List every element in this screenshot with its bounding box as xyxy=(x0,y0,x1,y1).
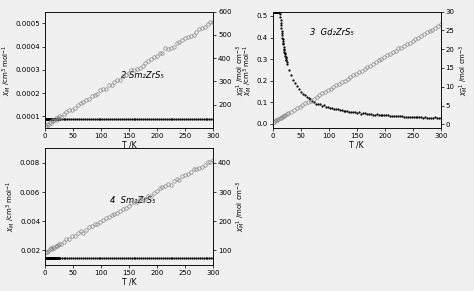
Y-axis label: $\chi_M$ /cm$^3$ mol$^{-1}$: $\chi_M$ /cm$^3$ mol$^{-1}$ xyxy=(241,44,254,96)
Y-axis label: $\chi_M^{-1}$ /mol cm$^{-3}$: $\chi_M^{-1}$ /mol cm$^{-3}$ xyxy=(235,181,248,233)
Text: 2 Sm₂ZrS₅: 2 Sm₂ZrS₅ xyxy=(121,71,164,80)
X-axis label: T /K: T /K xyxy=(349,140,364,149)
Text: 4  Sm₂ZrS₅: 4 Sm₂ZrS₅ xyxy=(110,196,155,205)
Y-axis label: $\chi_M^{-1}$ /mol cm$^{-3}$: $\chi_M^{-1}$ /mol cm$^{-3}$ xyxy=(235,44,248,96)
X-axis label: T /K: T /K xyxy=(122,140,137,149)
Y-axis label: $\chi_M$ /cm$^3$ mol$^{-1}$: $\chi_M$ /cm$^3$ mol$^{-1}$ xyxy=(0,44,13,96)
Y-axis label: $\chi_M$ /cm$^3$ mol$^{-1}$: $\chi_M$ /cm$^3$ mol$^{-1}$ xyxy=(5,181,17,233)
Y-axis label: $\chi_M^{-1}$ /mol cm$^{-3}$: $\chi_M^{-1}$ /mol cm$^{-3}$ xyxy=(457,44,471,96)
X-axis label: T /K: T /K xyxy=(122,277,137,286)
Text: 3  Gd₂ZrS₅: 3 Gd₂ZrS₅ xyxy=(310,28,354,37)
